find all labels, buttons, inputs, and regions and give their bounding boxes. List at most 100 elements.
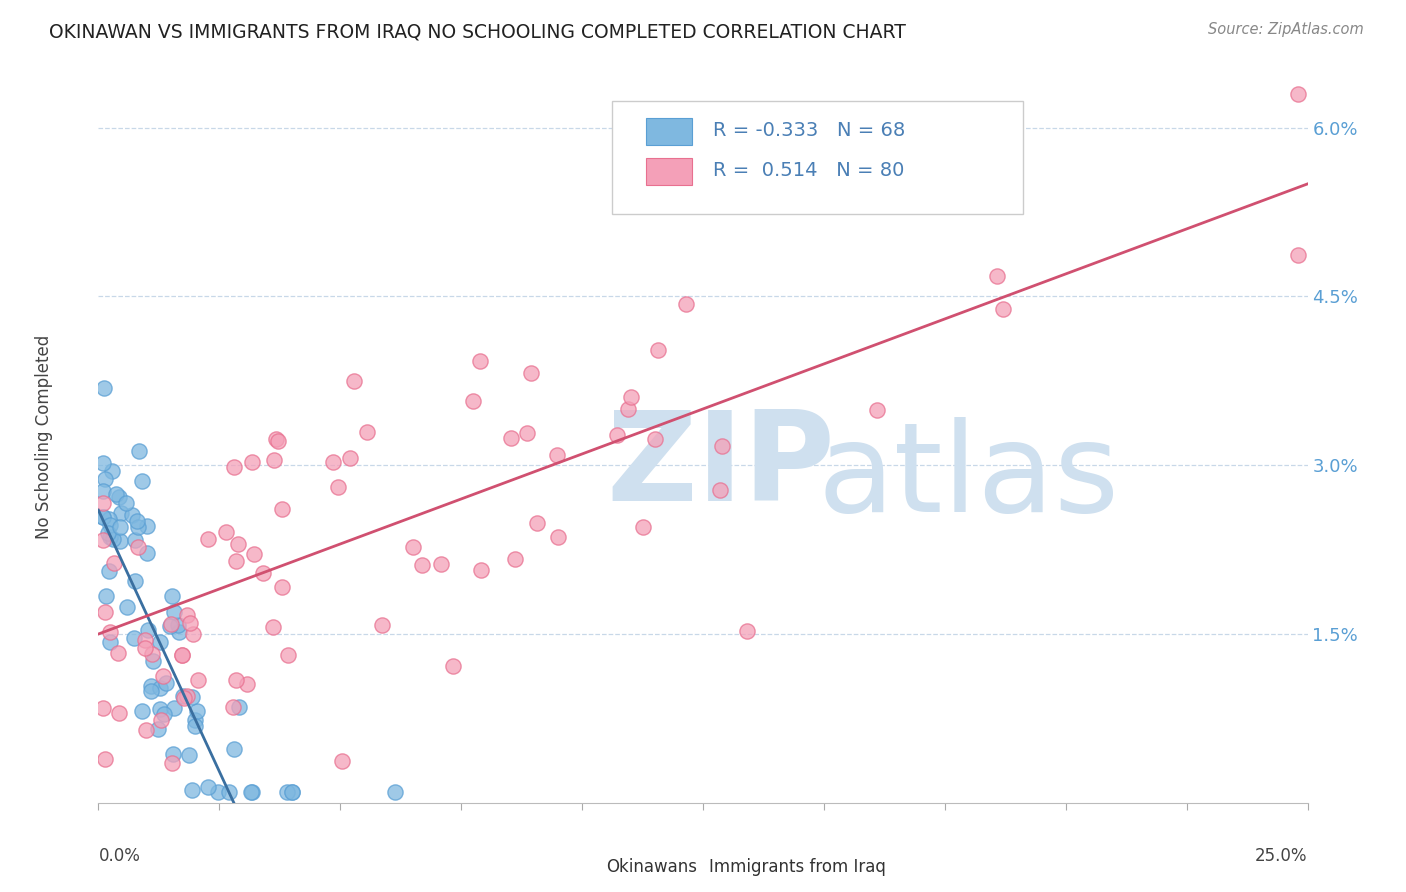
Text: OKINAWAN VS IMMIGRANTS FROM IRAQ NO SCHOOLING COMPLETED CORRELATION CHART: OKINAWAN VS IMMIGRANTS FROM IRAQ NO SCHO… (49, 22, 905, 41)
Point (134, 632, 156, 647)
Point (149, 634, 172, 648)
Point (149, 702, 172, 716)
Point (675, 296, 697, 310)
Point (91, 496, 114, 510)
Point (328, 480, 350, 494)
Point (617, 401, 640, 416)
Point (356, 425, 378, 440)
Point (94, 472, 117, 486)
Point (993, 302, 1015, 317)
Point (172, 689, 194, 703)
Point (516, 425, 538, 440)
FancyBboxPatch shape (613, 101, 1024, 214)
Point (124, 533, 146, 548)
Point (94, 752, 117, 766)
Point (631, 520, 654, 534)
Point (737, 624, 759, 638)
Point (179, 748, 201, 763)
Point (384, 784, 406, 798)
Point (647, 343, 669, 358)
Point (236, 677, 259, 691)
Point (709, 483, 731, 498)
Point (866, 402, 889, 417)
Point (546, 448, 568, 462)
Point (152, 669, 174, 683)
Point (104, 487, 127, 501)
Point (136, 623, 159, 637)
Point (240, 455, 263, 469)
Text: Source: ZipAtlas.com: Source: ZipAtlas.com (1208, 22, 1364, 37)
Point (986, 268, 1008, 283)
Point (242, 547, 264, 561)
Point (110, 520, 132, 534)
Point (162, 747, 184, 761)
Text: ZIP: ZIP (606, 406, 835, 527)
Point (215, 524, 238, 539)
Point (181, 783, 204, 797)
Point (187, 673, 209, 688)
Point (430, 557, 453, 571)
Point (98, 517, 121, 532)
Point (186, 705, 208, 719)
Point (136, 518, 159, 533)
Point (710, 439, 733, 453)
Point (115, 599, 138, 614)
Point (276, 784, 298, 798)
FancyBboxPatch shape (647, 159, 692, 185)
Point (160, 589, 183, 603)
Point (103, 556, 125, 570)
Point (98, 511, 121, 525)
Point (141, 648, 163, 662)
Point (1286, 248, 1309, 262)
Text: 25.0%: 25.0% (1256, 847, 1308, 864)
Point (127, 514, 149, 528)
Point (218, 784, 240, 798)
Point (134, 640, 156, 655)
Point (252, 566, 274, 580)
Point (262, 620, 284, 634)
Point (170, 648, 193, 662)
Point (271, 580, 294, 594)
Text: R =  0.514   N = 80: R = 0.514 N = 80 (713, 161, 904, 180)
Point (606, 428, 628, 442)
Point (371, 618, 394, 632)
Point (197, 532, 219, 546)
Point (339, 451, 361, 466)
Point (470, 563, 492, 577)
Point (242, 784, 264, 798)
Point (108, 706, 131, 720)
Point (271, 502, 294, 516)
Point (224, 741, 246, 756)
Point (264, 432, 287, 446)
Point (100, 635, 122, 649)
Point (163, 605, 186, 619)
Point (155, 676, 177, 690)
Point (180, 690, 202, 704)
Point (1286, 87, 1309, 101)
Point (322, 455, 344, 469)
Point (91, 510, 114, 524)
Text: R = -0.333   N = 68: R = -0.333 N = 68 (713, 121, 905, 140)
Point (225, 554, 247, 568)
Point (142, 654, 165, 668)
Point (207, 784, 229, 798)
Text: Okinawans: Okinawans (606, 858, 697, 876)
Point (101, 532, 124, 546)
Point (620, 390, 643, 404)
Point (121, 508, 143, 523)
Point (330, 754, 353, 768)
Point (100, 464, 122, 478)
Point (139, 684, 162, 698)
Point (131, 704, 153, 718)
Point (91, 456, 114, 470)
Point (100, 625, 122, 640)
Point (98, 564, 121, 578)
Point (222, 700, 245, 714)
Point (225, 673, 247, 687)
Point (197, 780, 219, 794)
Point (411, 558, 433, 572)
Point (124, 574, 146, 589)
Point (149, 681, 172, 695)
Point (463, 393, 485, 408)
FancyBboxPatch shape (613, 847, 643, 867)
